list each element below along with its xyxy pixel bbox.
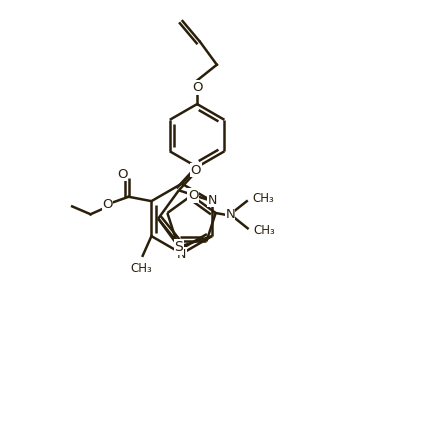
Text: O: O bbox=[102, 198, 113, 211]
Text: O: O bbox=[188, 189, 198, 202]
Text: O: O bbox=[191, 164, 201, 177]
Text: CH₃: CH₃ bbox=[131, 262, 152, 275]
Text: N: N bbox=[208, 194, 217, 207]
Text: S: S bbox=[174, 240, 183, 254]
Text: CH₃: CH₃ bbox=[253, 224, 275, 237]
Text: O: O bbox=[117, 168, 128, 181]
Text: CH₃: CH₃ bbox=[252, 192, 274, 205]
Text: N: N bbox=[225, 208, 235, 221]
Text: N: N bbox=[177, 248, 187, 261]
Text: O: O bbox=[192, 81, 202, 94]
